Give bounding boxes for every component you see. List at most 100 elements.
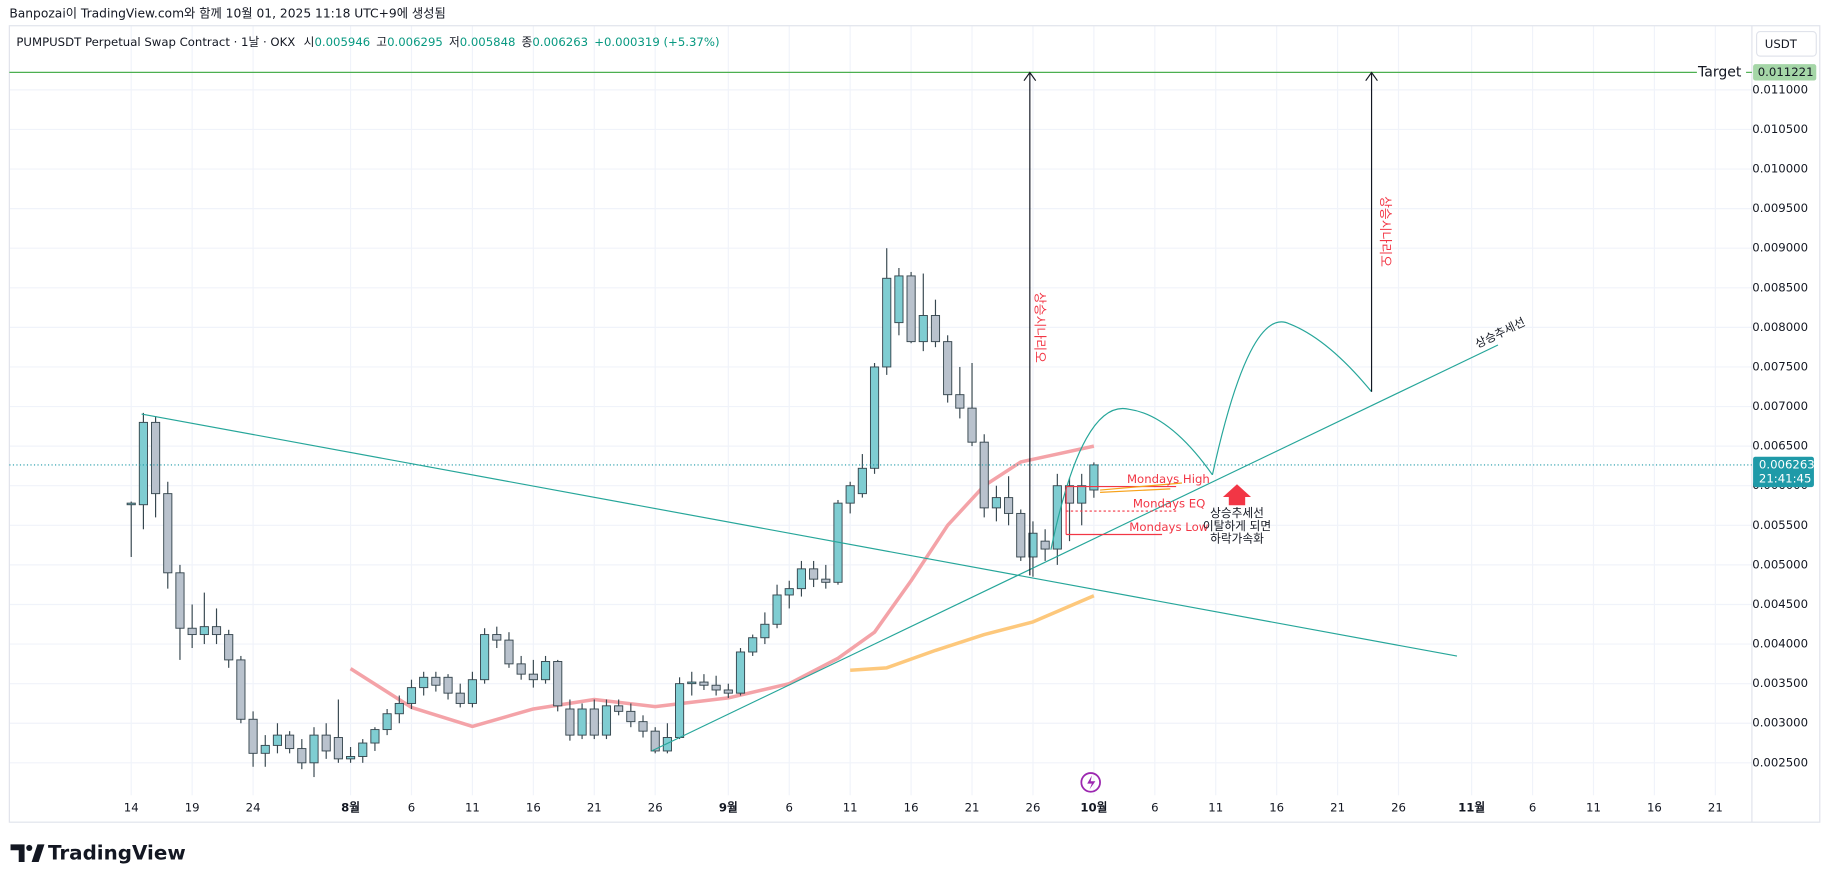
candle-body	[614, 705, 624, 712]
candle-body	[943, 341, 953, 396]
candle-body	[504, 639, 514, 665]
x-tick-label: 26	[648, 801, 663, 815]
x-tick-label: 16	[1647, 801, 1662, 815]
y-tick-label: 0.008000	[1752, 320, 1808, 334]
candle-body	[309, 734, 319, 764]
candle-body	[528, 673, 538, 681]
candle-body	[248, 718, 258, 754]
open-label: 시	[304, 35, 315, 49]
x-tick-label: 16	[904, 801, 919, 815]
candle-body	[930, 315, 941, 343]
y-tick-label: 0.003500	[1752, 676, 1808, 690]
candle-body	[199, 626, 209, 636]
last-price-tag	[1753, 456, 1814, 488]
event-icon[interactable]	[1080, 772, 1101, 793]
x-tick-label: 21	[587, 801, 602, 815]
x-tick-label: 16	[1269, 801, 1284, 815]
candle-body	[809, 568, 819, 580]
close-label: 종	[522, 35, 533, 49]
candle-body	[857, 467, 867, 495]
x-tick-label: 6	[408, 801, 415, 815]
y-tick-label: 0.011000	[1752, 82, 1808, 96]
candle-body	[711, 684, 721, 691]
candle-body	[1052, 485, 1062, 550]
x-tick-label: 10월	[1080, 801, 1107, 815]
currency[interactable]: USDT	[1765, 37, 1798, 51]
candle-body	[760, 623, 770, 639]
candle-body	[662, 737, 672, 752]
candle-body	[723, 689, 733, 694]
candle-body	[748, 637, 758, 653]
candle-body	[370, 729, 380, 744]
candle-body	[565, 708, 575, 736]
change: +0.000319 (+5.37%)	[594, 35, 719, 49]
logo-icon	[10, 844, 25, 862]
candle-body	[1064, 485, 1075, 504]
candle-body	[894, 275, 904, 324]
y-tick-label: 0.009000	[1752, 241, 1808, 255]
y-tick-label: 0.007000	[1752, 399, 1808, 413]
candle-body	[955, 394, 965, 409]
candle-body	[224, 634, 234, 661]
x-tick-label: 6	[786, 801, 793, 815]
event-icon-bolt[interactable]	[1087, 775, 1096, 790]
candle-body	[967, 407, 977, 443]
x-tick-label: 26	[1026, 801, 1041, 815]
candle-body	[626, 710, 636, 723]
low-value: 0.005848	[460, 35, 516, 49]
scenario-curve	[1211, 321, 1373, 475]
candle-body	[991, 497, 1001, 509]
candle-body	[1040, 540, 1050, 550]
y-tick-label: 0.005000	[1752, 557, 1808, 571]
x-tick-label: 21	[1708, 801, 1723, 815]
candle-body	[1077, 485, 1087, 504]
candle-body	[443, 676, 453, 694]
candle-body	[431, 676, 441, 686]
candle-body	[638, 721, 648, 732]
candle-body	[126, 502, 136, 506]
currency-box[interactable]	[1756, 30, 1817, 57]
high-label: 고	[376, 35, 387, 49]
candle-body	[455, 692, 465, 704]
mondays-mark	[1100, 482, 1183, 491]
candle-body	[845, 485, 855, 504]
descending-trendline	[141, 413, 1458, 657]
note: 이탈하게 되면	[1203, 519, 1271, 533]
candle-body	[869, 366, 880, 469]
up-arrow-icon	[1222, 484, 1252, 506]
x-tick-label: 21	[1330, 801, 1345, 815]
candle-body	[650, 730, 660, 752]
candle-body	[151, 421, 161, 495]
logo: TradingView	[10, 841, 186, 864]
candle-body	[272, 734, 283, 746]
mondays-eq-label: Mondays EQ	[1133, 497, 1206, 511]
candle-body	[735, 651, 746, 694]
candle-body	[358, 742, 368, 757]
x-tick-label: 11	[1208, 801, 1223, 815]
candle-body	[918, 315, 928, 343]
mondays-mark	[1100, 488, 1171, 493]
candle-body	[675, 683, 685, 738]
target-tag	[1753, 64, 1817, 81]
y-tick-label: 0.004500	[1752, 597, 1808, 611]
symbol: PUMPUSDT Perpetual Swap Contract · 1날 · …	[16, 35, 295, 49]
logo-icon	[31, 844, 45, 862]
y-tick-label: 0.007500	[1752, 359, 1808, 373]
candle-body	[467, 679, 477, 704]
candle-body	[1004, 497, 1014, 514]
x-tick-label: 9월	[719, 801, 738, 815]
credit: Banpozai이 TradingView.com와 함께 10월 01, 20…	[9, 7, 445, 21]
candle-body	[601, 705, 612, 736]
candle-body	[784, 588, 794, 596]
x-tick-label: 11	[465, 801, 480, 815]
grid	[9, 25, 1752, 796]
candle-body	[382, 713, 392, 731]
y-tick-label: 0.006500	[1752, 439, 1808, 453]
candle-body	[687, 681, 697, 685]
open-value: 0.005946	[314, 35, 370, 49]
candle-body	[906, 275, 916, 343]
note: 하락가속화	[1210, 532, 1264, 546]
candle-body	[419, 676, 429, 689]
